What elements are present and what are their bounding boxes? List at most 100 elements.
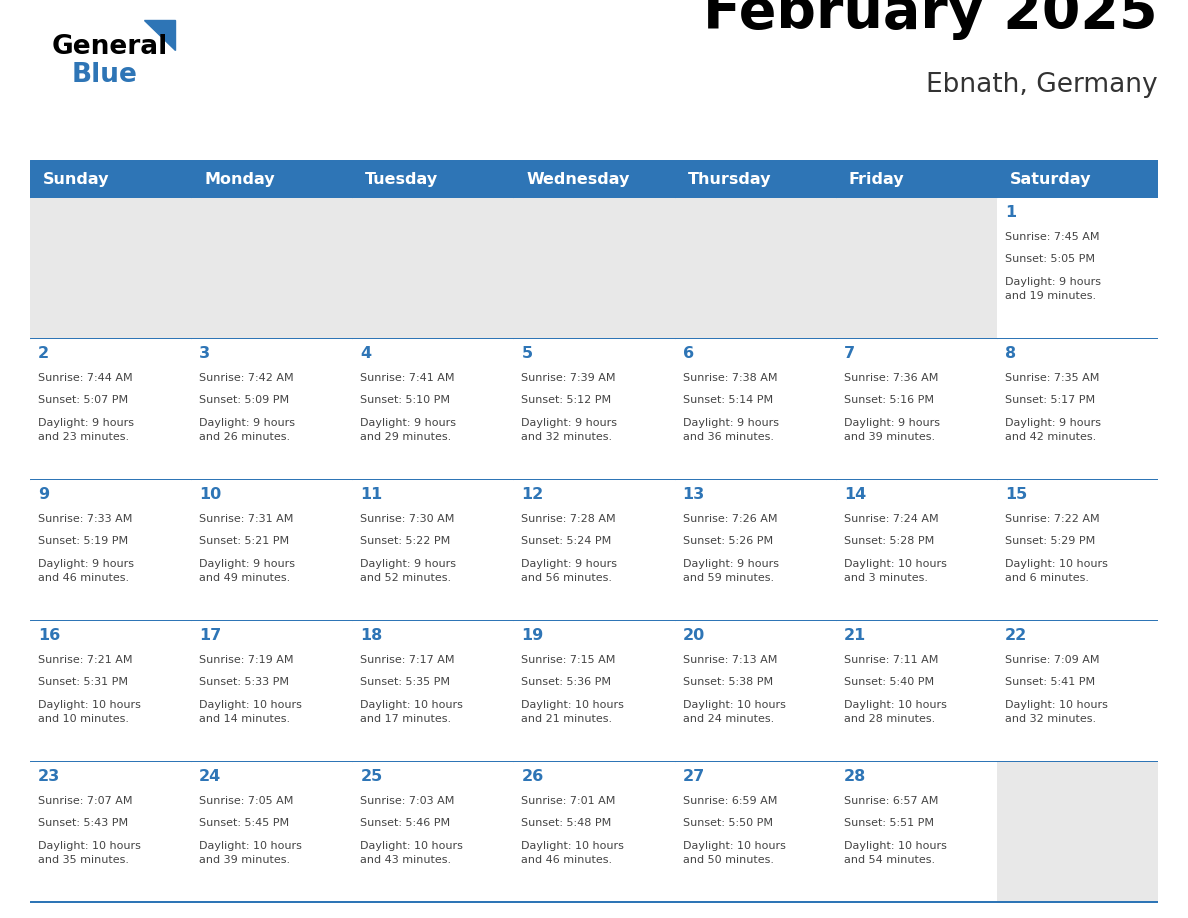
Text: Daylight: 9 hours
and 42 minutes.: Daylight: 9 hours and 42 minutes.: [1005, 418, 1101, 442]
Text: Sunrise: 7:30 AM: Sunrise: 7:30 AM: [360, 514, 455, 524]
Text: Sunrise: 7:15 AM: Sunrise: 7:15 AM: [522, 655, 615, 665]
Text: Sunset: 5:05 PM: Sunset: 5:05 PM: [1005, 254, 1095, 264]
Text: 28: 28: [843, 769, 866, 784]
Text: Sunrise: 6:59 AM: Sunrise: 6:59 AM: [683, 796, 777, 806]
Text: Daylight: 10 hours
and 14 minutes.: Daylight: 10 hours and 14 minutes.: [200, 700, 302, 723]
Text: Sunrise: 7:33 AM: Sunrise: 7:33 AM: [38, 514, 132, 524]
Text: Daylight: 9 hours
and 59 minutes.: Daylight: 9 hours and 59 minutes.: [683, 559, 778, 583]
Text: Daylight: 10 hours
and 39 minutes.: Daylight: 10 hours and 39 minutes.: [200, 841, 302, 865]
Text: Sunrise: 7:07 AM: Sunrise: 7:07 AM: [38, 796, 133, 806]
Text: Sunset: 5:26 PM: Sunset: 5:26 PM: [683, 536, 772, 546]
Text: 23: 23: [38, 769, 61, 784]
Text: Daylight: 9 hours
and 39 minutes.: Daylight: 9 hours and 39 minutes.: [843, 418, 940, 442]
Text: Sunrise: 7:09 AM: Sunrise: 7:09 AM: [1005, 655, 1099, 665]
Text: February 2025: February 2025: [703, 0, 1158, 40]
Text: Daylight: 10 hours
and 24 minutes.: Daylight: 10 hours and 24 minutes.: [683, 700, 785, 723]
Text: Daylight: 9 hours
and 19 minutes.: Daylight: 9 hours and 19 minutes.: [1005, 277, 1101, 300]
Text: Daylight: 9 hours
and 56 minutes.: Daylight: 9 hours and 56 minutes.: [522, 559, 618, 583]
Text: Sunday: Sunday: [43, 172, 109, 186]
Text: 6: 6: [683, 346, 694, 361]
Text: Sunrise: 7:36 AM: Sunrise: 7:36 AM: [843, 373, 939, 383]
Text: Sunset: 5:17 PM: Sunset: 5:17 PM: [1005, 396, 1095, 406]
Text: 14: 14: [843, 487, 866, 502]
Text: Daylight: 10 hours
and 3 minutes.: Daylight: 10 hours and 3 minutes.: [843, 559, 947, 583]
Text: Sunset: 5:36 PM: Sunset: 5:36 PM: [522, 677, 612, 688]
Text: 11: 11: [360, 487, 383, 502]
Text: 10: 10: [200, 487, 221, 502]
Text: Daylight: 10 hours
and 21 minutes.: Daylight: 10 hours and 21 minutes.: [522, 700, 625, 723]
Text: Sunset: 5:35 PM: Sunset: 5:35 PM: [360, 677, 450, 688]
Text: Sunset: 5:46 PM: Sunset: 5:46 PM: [360, 819, 450, 828]
Text: Sunset: 5:22 PM: Sunset: 5:22 PM: [360, 536, 450, 546]
Text: Sunset: 5:09 PM: Sunset: 5:09 PM: [200, 396, 290, 406]
Text: Daylight: 9 hours
and 23 minutes.: Daylight: 9 hours and 23 minutes.: [38, 418, 134, 442]
Text: Sunset: 5:10 PM: Sunset: 5:10 PM: [360, 396, 450, 406]
Text: 16: 16: [38, 628, 61, 643]
Text: 9: 9: [38, 487, 49, 502]
Text: Sunrise: 7:22 AM: Sunrise: 7:22 AM: [1005, 514, 1100, 524]
Text: 21: 21: [843, 628, 866, 643]
Text: Daylight: 10 hours
and 32 minutes.: Daylight: 10 hours and 32 minutes.: [1005, 700, 1107, 723]
Text: Sunset: 5:24 PM: Sunset: 5:24 PM: [522, 536, 612, 546]
Text: Sunset: 5:12 PM: Sunset: 5:12 PM: [522, 396, 612, 406]
Text: Sunrise: 7:19 AM: Sunrise: 7:19 AM: [200, 655, 293, 665]
Text: 4: 4: [360, 346, 372, 361]
Text: 1: 1: [1005, 205, 1016, 220]
Text: Daylight: 9 hours
and 29 minutes.: Daylight: 9 hours and 29 minutes.: [360, 418, 456, 442]
Text: Sunset: 5:07 PM: Sunset: 5:07 PM: [38, 396, 128, 406]
Text: Tuesday: Tuesday: [365, 172, 438, 186]
Text: Daylight: 9 hours
and 49 minutes.: Daylight: 9 hours and 49 minutes.: [200, 559, 295, 583]
Text: Sunrise: 7:39 AM: Sunrise: 7:39 AM: [522, 373, 617, 383]
Text: 18: 18: [360, 628, 383, 643]
Text: Sunset: 5:19 PM: Sunset: 5:19 PM: [38, 536, 128, 546]
Text: Sunrise: 7:45 AM: Sunrise: 7:45 AM: [1005, 232, 1099, 241]
Text: Daylight: 10 hours
and 50 minutes.: Daylight: 10 hours and 50 minutes.: [683, 841, 785, 865]
Text: Daylight: 10 hours
and 10 minutes.: Daylight: 10 hours and 10 minutes.: [38, 700, 141, 723]
Text: Sunrise: 7:13 AM: Sunrise: 7:13 AM: [683, 655, 777, 665]
Text: 17: 17: [200, 628, 221, 643]
Text: 2: 2: [38, 346, 49, 361]
Text: Sunset: 5:51 PM: Sunset: 5:51 PM: [843, 819, 934, 828]
Text: 12: 12: [522, 487, 544, 502]
Text: Thursday: Thursday: [688, 172, 771, 186]
Text: Sunset: 5:21 PM: Sunset: 5:21 PM: [200, 536, 290, 546]
Text: 7: 7: [843, 346, 855, 361]
Text: 22: 22: [1005, 628, 1028, 643]
Polygon shape: [144, 20, 175, 50]
Text: Sunset: 5:31 PM: Sunset: 5:31 PM: [38, 677, 128, 688]
Text: Sunset: 5:40 PM: Sunset: 5:40 PM: [843, 677, 934, 688]
Text: Sunrise: 7:44 AM: Sunrise: 7:44 AM: [38, 373, 133, 383]
Text: Sunset: 5:41 PM: Sunset: 5:41 PM: [1005, 677, 1095, 688]
Text: Daylight: 9 hours
and 36 minutes.: Daylight: 9 hours and 36 minutes.: [683, 418, 778, 442]
Text: 27: 27: [683, 769, 704, 784]
Text: Sunset: 5:29 PM: Sunset: 5:29 PM: [1005, 536, 1095, 546]
Text: Sunrise: 7:11 AM: Sunrise: 7:11 AM: [843, 655, 939, 665]
Text: Sunrise: 7:01 AM: Sunrise: 7:01 AM: [522, 796, 615, 806]
Text: Daylight: 10 hours
and 46 minutes.: Daylight: 10 hours and 46 minutes.: [522, 841, 625, 865]
Text: 25: 25: [360, 769, 383, 784]
Text: Sunrise: 7:42 AM: Sunrise: 7:42 AM: [200, 373, 293, 383]
Text: 5: 5: [522, 346, 532, 361]
Text: Sunrise: 7:26 AM: Sunrise: 7:26 AM: [683, 514, 777, 524]
Text: Daylight: 10 hours
and 54 minutes.: Daylight: 10 hours and 54 minutes.: [843, 841, 947, 865]
Text: Sunrise: 7:41 AM: Sunrise: 7:41 AM: [360, 373, 455, 383]
Text: Wednesday: Wednesday: [526, 172, 630, 186]
Text: Sunset: 5:48 PM: Sunset: 5:48 PM: [522, 819, 612, 828]
Text: Daylight: 9 hours
and 52 minutes.: Daylight: 9 hours and 52 minutes.: [360, 559, 456, 583]
Text: Monday: Monday: [204, 172, 274, 186]
Text: Sunset: 5:28 PM: Sunset: 5:28 PM: [843, 536, 934, 546]
Text: 24: 24: [200, 769, 221, 784]
Text: 13: 13: [683, 487, 704, 502]
Text: 15: 15: [1005, 487, 1028, 502]
Text: Daylight: 9 hours
and 46 minutes.: Daylight: 9 hours and 46 minutes.: [38, 559, 134, 583]
Text: Sunrise: 6:57 AM: Sunrise: 6:57 AM: [843, 796, 939, 806]
Text: Blue: Blue: [71, 62, 138, 88]
Text: Sunrise: 7:17 AM: Sunrise: 7:17 AM: [360, 655, 455, 665]
Text: General: General: [51, 34, 168, 60]
Text: Sunrise: 7:24 AM: Sunrise: 7:24 AM: [843, 514, 939, 524]
Text: Sunrise: 7:35 AM: Sunrise: 7:35 AM: [1005, 373, 1099, 383]
Text: 8: 8: [1005, 346, 1016, 361]
Text: Daylight: 9 hours
and 26 minutes.: Daylight: 9 hours and 26 minutes.: [200, 418, 295, 442]
Text: Daylight: 10 hours
and 6 minutes.: Daylight: 10 hours and 6 minutes.: [1005, 559, 1107, 583]
Text: Sunset: 5:38 PM: Sunset: 5:38 PM: [683, 677, 772, 688]
